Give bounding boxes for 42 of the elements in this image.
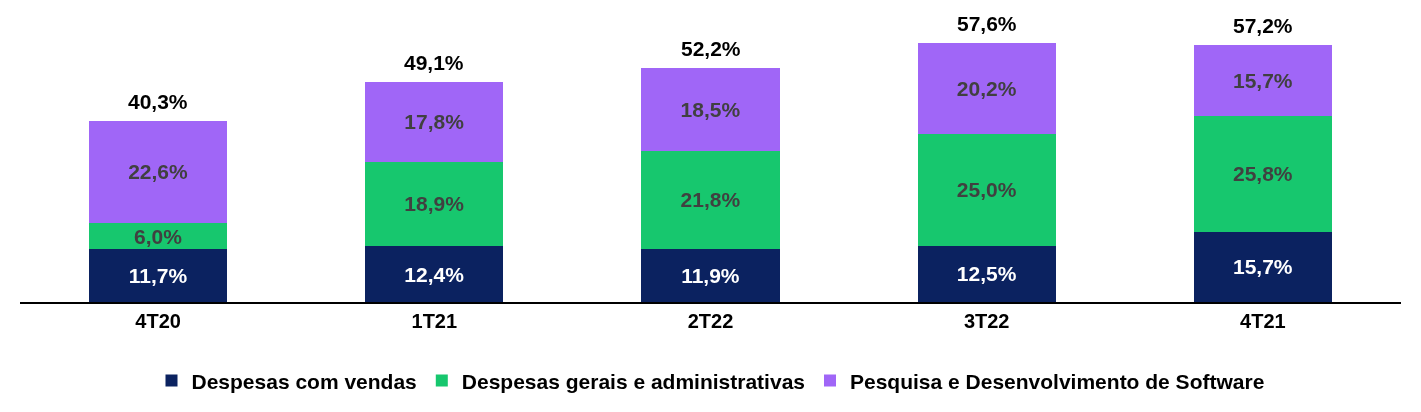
total-label: 57,6% bbox=[957, 12, 1017, 35]
bar bbox=[1193, 45, 1332, 116]
data-label: 15,7% bbox=[1232, 68, 1293, 92]
x-tick-label: 3T22 bbox=[963, 309, 1010, 332]
bar bbox=[1193, 231, 1332, 302]
x-tick-label: 4T21 bbox=[1240, 309, 1286, 332]
legend-label: Pesquisa e Desenvolvimento de Software bbox=[850, 369, 1265, 393]
total-label: 40,3% bbox=[128, 90, 188, 113]
data-label: 12,5% bbox=[956, 262, 1017, 286]
data-label: 11,9% bbox=[681, 263, 740, 287]
data-label: 17,8% bbox=[404, 110, 465, 134]
bar bbox=[641, 67, 780, 151]
bar bbox=[365, 246, 504, 302]
data-label: 18,5% bbox=[680, 97, 741, 121]
bar bbox=[917, 133, 1056, 246]
x-tick-label: 1T21 bbox=[411, 309, 458, 332]
x-tick-label: 2T22 bbox=[687, 309, 734, 332]
data-label: 6,0% bbox=[134, 224, 183, 248]
bar bbox=[89, 121, 228, 223]
bar bbox=[1193, 115, 1332, 232]
bar bbox=[641, 248, 780, 302]
x-tick-label: 4T20 bbox=[135, 309, 181, 332]
total-label: 49,1% bbox=[404, 51, 464, 74]
data-label: 25,8% bbox=[1232, 162, 1293, 186]
bar bbox=[641, 150, 780, 249]
total-label: 57,2% bbox=[1233, 14, 1293, 37]
data-label: 21,8% bbox=[680, 188, 741, 212]
data-label: 22,6% bbox=[128, 160, 189, 184]
legend-label: Despesas com vendas bbox=[191, 369, 417, 393]
legend-label: Despesas gerais e administrativas bbox=[461, 369, 805, 393]
data-label: 12,4% bbox=[404, 262, 465, 286]
data-label: 11,7% bbox=[128, 264, 188, 288]
data-label: 15,7% bbox=[1232, 255, 1293, 279]
bar bbox=[89, 249, 228, 302]
bar bbox=[365, 161, 504, 247]
data-label: 20,2% bbox=[956, 76, 1017, 100]
data-label: 25,0% bbox=[956, 178, 1017, 202]
bar bbox=[917, 43, 1056, 134]
bar bbox=[365, 81, 504, 162]
bar bbox=[917, 245, 1056, 302]
data-label: 18,9% bbox=[404, 192, 465, 216]
total-label: 52,2% bbox=[681, 37, 741, 60]
